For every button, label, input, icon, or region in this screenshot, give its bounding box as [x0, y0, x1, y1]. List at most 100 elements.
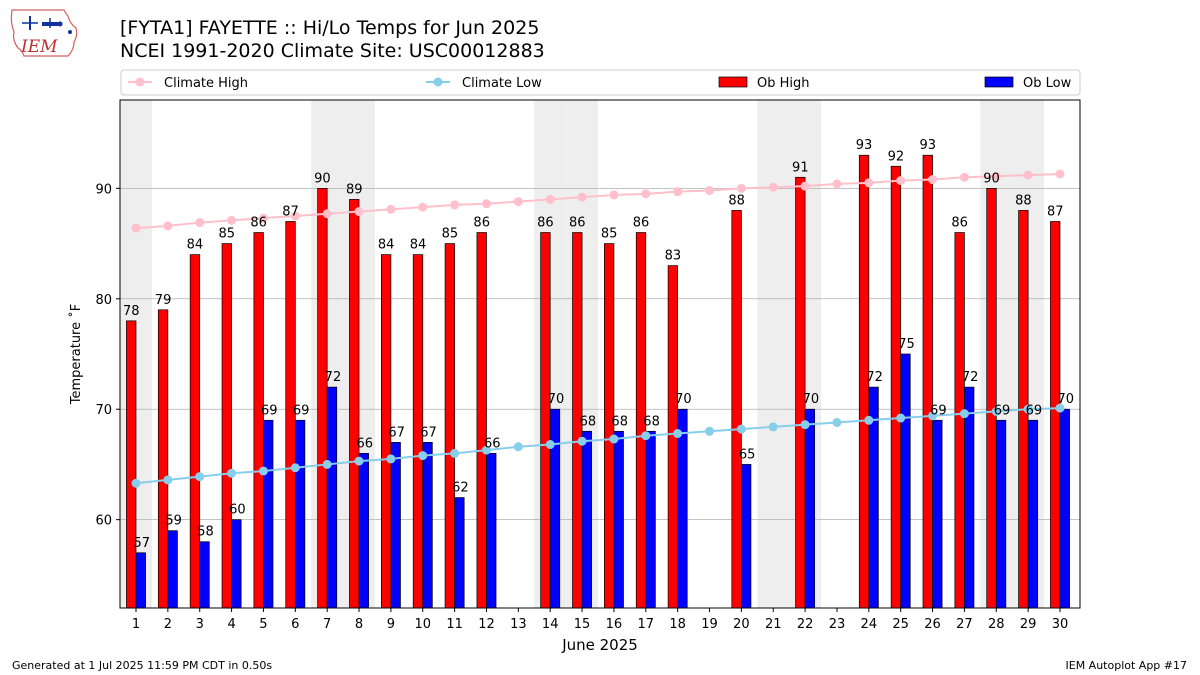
climate-low-point [1055, 403, 1065, 413]
ob-high-label: 88 [728, 193, 745, 208]
x-tick-label: 28 [988, 617, 1005, 632]
climate-high-point [513, 197, 523, 207]
legend-box [120, 69, 1081, 96]
climate-low-point [641, 431, 651, 441]
ob-high-label: 78 [123, 304, 140, 319]
ob-low-label: 72 [325, 370, 342, 385]
ob-high-bar [253, 232, 264, 609]
ob-high-label: 86 [250, 216, 267, 231]
ob-low-label: 65 [739, 447, 756, 462]
climate-high-point [227, 215, 237, 225]
climate-low-point [163, 475, 173, 485]
chart-title-line2: NCEI 1991-2020 Climate Site: USC00012883 [120, 40, 545, 62]
ob-high-label: 84 [187, 238, 204, 253]
climate-high-point [1055, 169, 1065, 179]
climate-high-point [705, 186, 715, 196]
climate-high-point [864, 178, 874, 188]
iem-logo: IEM [10, 9, 78, 57]
climate-high-point [673, 187, 683, 197]
climate-high-point [991, 171, 1001, 181]
ob-low-bar [581, 430, 592, 609]
ob-high-bar [890, 165, 902, 609]
climate-high-point [609, 190, 619, 200]
climate-low-point [195, 472, 205, 482]
climate-high-point [768, 182, 778, 192]
climate-high-point [481, 199, 491, 209]
climate-high-point [386, 204, 396, 214]
ob-low-bar [422, 441, 433, 609]
climate-low-point [354, 456, 364, 466]
climate-low-point [864, 415, 874, 425]
ob-low-bar [294, 419, 306, 609]
climate-low-point [545, 440, 555, 450]
ob-high-label: 91 [792, 160, 809, 175]
legend-climate-high-marker [135, 77, 145, 87]
climate-high-point [800, 181, 810, 191]
x-tick-label: 8 [355, 617, 363, 632]
ob-low-bar [231, 519, 242, 609]
climate-low-point [577, 436, 587, 446]
ob-low-bar [1059, 408, 1070, 609]
ob-low-bar [677, 408, 688, 609]
app-footer: IEM Autoplot App #17 [1065, 659, 1188, 672]
ob-high-bar [126, 320, 137, 609]
ob-low-bar [995, 419, 1007, 609]
climate-low-line [135, 407, 1061, 485]
plot-frame [119, 99, 1081, 609]
ob-high-label: 88 [1015, 193, 1032, 208]
climate-high-point [258, 213, 268, 223]
ob-high-label: 85 [442, 227, 459, 242]
climate-low-point [800, 420, 810, 430]
climate-high-point [354, 207, 364, 217]
ob-high-label: 85 [601, 227, 618, 242]
ob-high-label: 92 [888, 149, 905, 164]
ob-high-bar [221, 243, 232, 609]
x-tick-label: 22 [797, 617, 814, 632]
ob-low-label: 70 [548, 392, 565, 407]
x-tick-label: 10 [414, 617, 431, 632]
generated-footer: Generated at 1 Jul 2025 11:59 PM CDT in … [12, 659, 273, 672]
ob-high-label: 89 [346, 182, 363, 197]
ob-high-label: 84 [410, 238, 427, 253]
ob-high-bar [476, 232, 487, 609]
climate-high-point [195, 218, 205, 228]
ob-low-label: 62 [452, 481, 469, 496]
y-tick-label: 80 [95, 293, 112, 308]
ob-high-bar [189, 254, 201, 609]
climate-low-point [673, 429, 683, 439]
ob-low-bar [804, 408, 816, 609]
climate-low-point [609, 434, 619, 444]
y-tick-label: 90 [95, 182, 112, 197]
climate-low-point [386, 454, 396, 464]
ob-low-label: 59 [165, 514, 182, 529]
legend-ob-low-label: Ob Low [1023, 76, 1072, 91]
climate-high-point [832, 179, 842, 189]
climate-low-point [418, 451, 428, 461]
climate-high-point [641, 189, 651, 199]
x-tick-label: 23 [829, 617, 846, 632]
climate-low-point [928, 411, 938, 421]
x-tick-label: 30 [1052, 617, 1069, 632]
ob-low-label: 58 [197, 525, 214, 540]
ob-high-bar [157, 309, 169, 609]
ob-low-bar [932, 419, 943, 609]
ob-high-label: 87 [1047, 204, 1064, 219]
legend-climate-low-label: Climate Low [462, 76, 542, 91]
ob-high-bar [954, 232, 965, 609]
ob-high-label: 90 [983, 171, 1000, 186]
logo-text: IEM [20, 37, 58, 57]
ob-low-bar [167, 530, 178, 609]
ob-high-bar [317, 187, 328, 609]
x-tick-label: 5 [259, 617, 267, 632]
ob-high-label: 87 [282, 204, 299, 219]
climate-high-point [896, 176, 906, 186]
x-tick-label: 9 [387, 617, 395, 632]
climate-low-point [736, 424, 746, 434]
ob-low-bar [645, 430, 656, 609]
ob-low-label: 69 [1026, 403, 1043, 418]
x-tick-label: 16 [606, 617, 623, 632]
ob-low-label: 66 [357, 436, 374, 451]
ob-high-label: 86 [951, 216, 968, 231]
x-tick-label: 20 [733, 617, 750, 632]
ob-high-bar [986, 187, 997, 609]
